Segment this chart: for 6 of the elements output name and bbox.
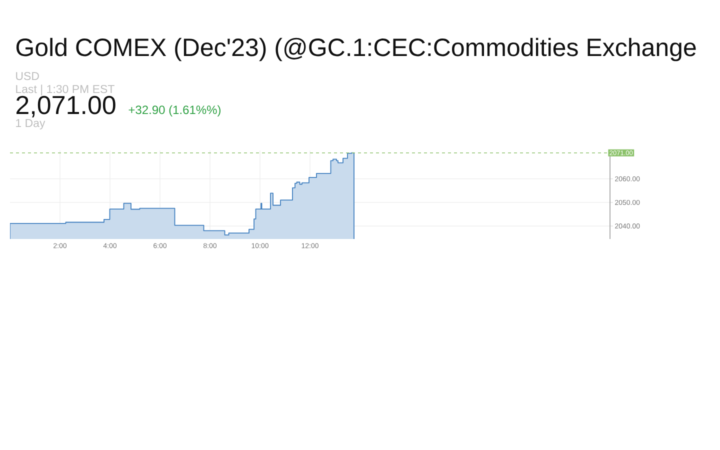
text: Last | 1:30 PM EST (16, 84, 114, 96)
text: USD (16, 72, 39, 80)
text: 1 Day (16, 119, 46, 130)
text: +32.90 (1.61%%) (128, 105, 220, 116)
chart-title: Gold COMEX (Dec'23) (@GC.1:CEC:Commodities Exchange (16, 38, 696, 62)
text: 2,071.00 (16, 96, 116, 118)
